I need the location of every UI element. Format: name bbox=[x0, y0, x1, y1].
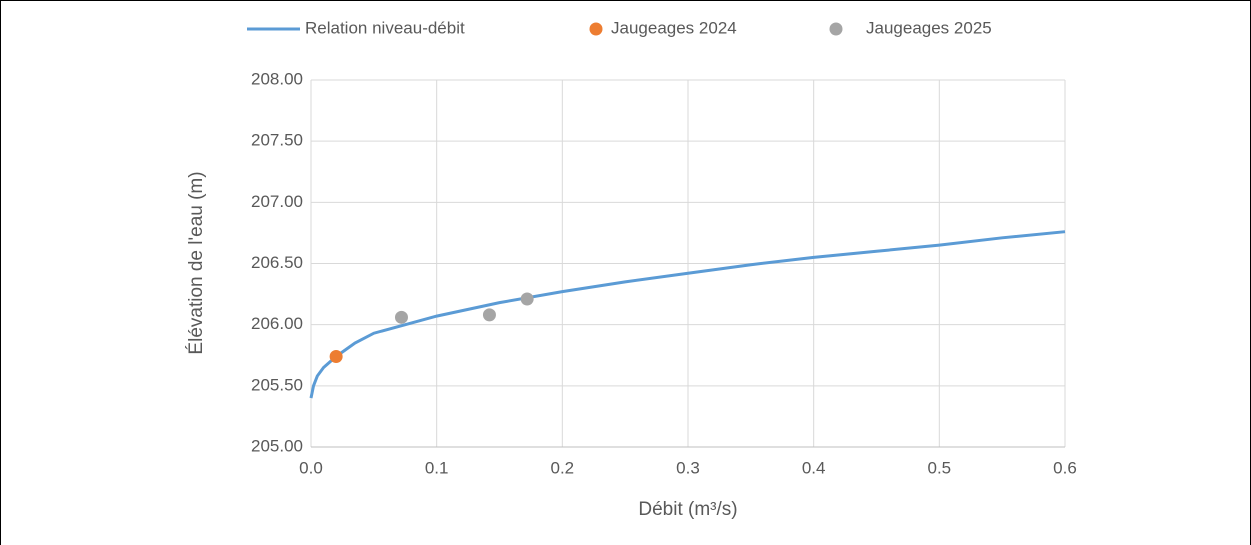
legend-swatch bbox=[829, 22, 843, 36]
x-tick-label: 0.0 bbox=[299, 458, 323, 477]
x-tick-label: 0.4 bbox=[802, 458, 826, 477]
data-point bbox=[394, 310, 408, 324]
y-tick-label: 206.50 bbox=[251, 253, 303, 272]
data-point bbox=[482, 308, 496, 322]
data-point bbox=[520, 292, 534, 306]
y-axis-title: Élévation de l'eau (m) bbox=[186, 171, 207, 354]
rating-curve bbox=[309, 230, 1066, 399]
x-tick-label: 0.2 bbox=[551, 458, 575, 477]
x-tick-label: 0.6 bbox=[1053, 458, 1077, 477]
legend-label: Jaugeages 2024 bbox=[611, 18, 737, 37]
x-tick-label: 0.3 bbox=[676, 458, 700, 477]
y-tick-label: 208.00 bbox=[251, 69, 303, 88]
x-tick-label: 0.5 bbox=[928, 458, 952, 477]
legend-label: Jaugeages 2025 bbox=[866, 18, 992, 37]
data-point bbox=[329, 349, 343, 363]
y-tick-label: 207.50 bbox=[251, 131, 303, 150]
y-tick-label: 207.00 bbox=[251, 192, 303, 211]
y-tick-label: 205.50 bbox=[251, 375, 303, 394]
y-tick-label: 206.00 bbox=[251, 314, 303, 333]
x-tick-label: 0.1 bbox=[425, 458, 449, 477]
legend-label: Relation niveau-débit bbox=[305, 18, 465, 37]
y-tick-label: 205.00 bbox=[251, 436, 303, 455]
legend-swatch bbox=[589, 22, 603, 36]
x-axis-title: Débit (m³/s) bbox=[638, 499, 737, 520]
